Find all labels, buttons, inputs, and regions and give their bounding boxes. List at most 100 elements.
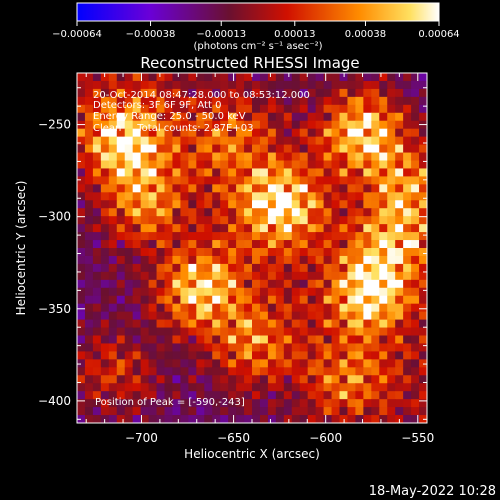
heatmap-cell <box>164 168 173 177</box>
heatmap-cell <box>339 375 348 384</box>
heatmap-cell <box>172 415 181 423</box>
heatmap-cell <box>220 248 229 257</box>
heatmap-cell <box>307 80 317 90</box>
heatmap-cell <box>411 383 420 392</box>
heatmap-cell <box>204 327 213 336</box>
heatmap-cell <box>259 96 269 106</box>
heatmap-cell <box>307 160 317 169</box>
heatmap-cell <box>156 343 165 352</box>
heatmap-cell <box>259 176 269 185</box>
heatmap-cell <box>132 120 142 130</box>
heatmap-cell <box>387 287 396 297</box>
heatmap-cell <box>363 271 372 281</box>
heatmap-cell <box>228 112 237 122</box>
heatmap-cell <box>315 415 324 423</box>
heatmap-cell <box>172 152 181 161</box>
heatmap-cell <box>116 184 126 193</box>
heatmap-cell <box>347 136 356 145</box>
heatmap-cell <box>244 224 253 233</box>
heatmap-cell <box>204 73 213 82</box>
heatmap-cell <box>108 208 118 217</box>
heatmap-cell <box>252 104 261 114</box>
heatmap-cell <box>323 375 332 384</box>
heatmap-cell <box>355 351 364 360</box>
heatmap-cell <box>331 407 340 416</box>
heatmap-cell <box>315 88 324 98</box>
heatmap-cell <box>299 295 309 305</box>
heatmap-cell <box>323 136 332 145</box>
heatmap-cell <box>291 319 301 328</box>
heatmap-cell <box>387 88 396 98</box>
heatmap-cell <box>275 128 285 138</box>
heatmap-cell <box>259 407 269 416</box>
heatmap-cell <box>347 192 356 201</box>
heatmap-cell <box>355 208 364 217</box>
heatmap-cell <box>196 200 205 209</box>
heatmap-cell <box>156 176 165 185</box>
heatmap-cell <box>236 375 245 384</box>
heatmap-cell <box>275 200 285 209</box>
heatmap-cell <box>307 73 317 82</box>
heatmap-cell <box>315 359 324 368</box>
heatmap-cell <box>244 88 253 98</box>
heatmap-cell <box>347 160 356 169</box>
heatmap-cell <box>164 160 173 169</box>
heatmap-cell <box>419 279 427 289</box>
heatmap-cell <box>411 319 420 328</box>
heatmap-cell <box>188 104 197 114</box>
heatmap-cell <box>307 200 317 209</box>
heatmap-cell <box>164 375 173 384</box>
heatmap-cell <box>347 263 356 273</box>
heatmap-cell <box>403 104 412 114</box>
heatmap-cell <box>371 232 380 241</box>
heatmap-cell <box>116 311 126 320</box>
heatmap-cell <box>339 200 348 209</box>
heatmap-cell <box>275 335 285 344</box>
heatmap-cell <box>196 232 205 241</box>
heatmap-cell <box>244 216 253 225</box>
heatmap-cell <box>100 152 110 161</box>
heatmap-cell <box>228 120 237 130</box>
heatmap-cell <box>395 144 404 153</box>
heatmap-cell <box>84 96 94 106</box>
heatmap-cell <box>307 152 317 161</box>
heatmap-cell <box>92 263 102 273</box>
heatmap-cell <box>84 200 94 209</box>
heatmap-cell <box>92 311 102 320</box>
heatmap-cell <box>116 120 126 130</box>
heatmap-cell <box>371 136 380 145</box>
heatmap-cell <box>140 208 149 217</box>
heatmap-cell <box>371 192 380 201</box>
heatmap-cell <box>307 303 317 313</box>
heatmap-cell <box>283 399 293 408</box>
heatmap-cell <box>124 160 134 169</box>
heatmap-cell <box>315 263 324 273</box>
heatmap-cell <box>267 120 277 130</box>
heatmap-cell <box>323 152 332 161</box>
heatmap-cell <box>100 343 110 352</box>
heatmap-cell <box>252 176 261 185</box>
heatmap-cell <box>252 367 261 376</box>
heatmap-cell <box>180 327 189 336</box>
heatmap-cell <box>331 80 340 90</box>
heatmap-cell <box>188 112 197 122</box>
heatmap-cell <box>323 407 332 416</box>
heatmap-cell <box>204 224 213 233</box>
heatmap-cell <box>299 96 309 106</box>
heatmap-cell <box>196 335 205 344</box>
heatmap-cell <box>291 73 301 82</box>
heatmap-cell <box>267 415 277 423</box>
heatmap-cell <box>307 367 317 376</box>
heatmap-cell <box>188 343 197 352</box>
heatmap-cell <box>347 152 356 161</box>
heatmap-cell <box>124 327 134 336</box>
heatmap-cell <box>267 216 277 225</box>
heatmap-cell <box>331 192 340 201</box>
heatmap-cell <box>164 407 173 416</box>
heatmap-cell <box>212 248 221 257</box>
heatmap-cell <box>363 73 372 82</box>
heatmap-cell <box>180 200 189 209</box>
heatmap-cell <box>172 144 181 153</box>
heatmap-cell <box>116 248 126 257</box>
heatmap-cell <box>403 311 412 320</box>
